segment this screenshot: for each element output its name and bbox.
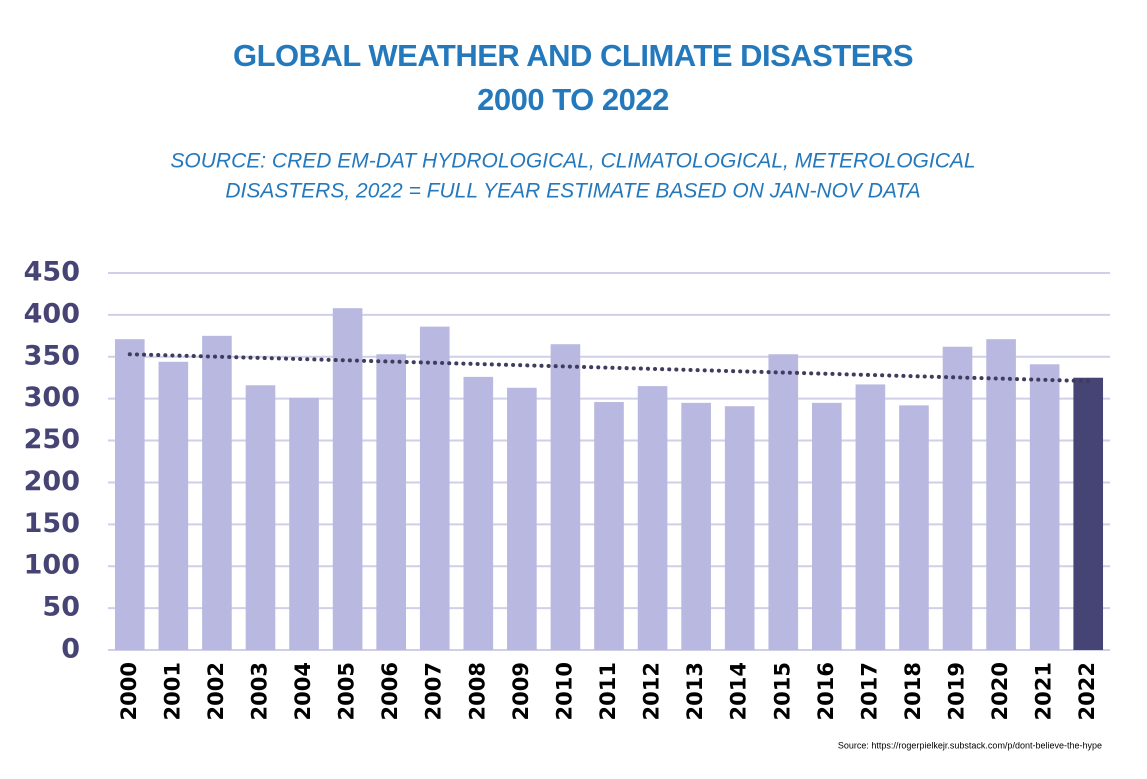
y-tick-label: 0 <box>61 634 80 665</box>
bar <box>245 385 276 650</box>
bar <box>986 339 1016 650</box>
chart-subtitle: DISASTERS, 2022 = FULL YEAR ESTIMATE BAS… <box>225 180 920 203</box>
x-tick-label: 2017 <box>857 662 881 720</box>
bar <box>594 402 624 650</box>
x-tick-label: 2016 <box>814 662 838 720</box>
x-tick-label: 2022 <box>1075 662 1099 720</box>
y-tick-label: 50 <box>42 592 80 623</box>
x-tick-label: 2003 <box>247 662 271 720</box>
chart-title: 2000 TO 2022 <box>477 82 669 117</box>
y-tick-label: 400 <box>24 298 80 329</box>
bar <box>507 387 537 650</box>
x-tick-label: 2007 <box>422 662 446 720</box>
bar <box>114 339 145 650</box>
x-tick-label: 2002 <box>204 662 228 720</box>
bar <box>942 346 973 650</box>
x-tick-label: 2006 <box>378 662 402 720</box>
y-tick-label: 250 <box>24 424 80 455</box>
bar <box>289 397 319 650</box>
bar <box>332 308 363 650</box>
bar <box>463 376 494 650</box>
x-tick-label: 2013 <box>683 662 707 720</box>
bar <box>376 354 406 650</box>
bar <box>202 335 232 650</box>
y-tick-label: 150 <box>24 508 80 539</box>
x-tick-label: 2001 <box>160 662 184 720</box>
x-tick-label: 2005 <box>335 662 359 720</box>
bar <box>637 386 668 650</box>
x-tick-label: 2011 <box>596 662 620 720</box>
bar <box>158 361 189 650</box>
x-tick-label: 2004 <box>291 662 315 720</box>
x-tick-label: 2020 <box>988 662 1012 720</box>
x-tick-label: 2010 <box>552 662 576 720</box>
y-tick-label: 450 <box>24 257 80 288</box>
bar <box>812 402 842 650</box>
y-tick-label: 350 <box>24 340 80 371</box>
bar <box>899 405 929 650</box>
chart-subtitle: SOURCE: CRED EM-DAT HYDROLOGICAL, CLIMAT… <box>170 150 975 173</box>
x-tick-label: 2021 <box>1032 662 1056 720</box>
x-tick-label: 2000 <box>117 662 141 720</box>
y-tick-label: 100 <box>24 550 80 581</box>
y-tick-label: 200 <box>24 466 80 497</box>
bar <box>724 406 755 650</box>
x-tick-label: 2014 <box>727 662 751 720</box>
bar <box>1073 377 1104 650</box>
x-tick-label: 2015 <box>770 662 794 720</box>
bar <box>419 326 450 650</box>
bar <box>681 402 711 650</box>
chart-title: GLOBAL WEATHER AND CLIMATE DISASTERS <box>233 38 913 73</box>
bar <box>855 384 886 650</box>
x-tick-label: 2019 <box>945 662 969 720</box>
y-tick-label: 300 <box>24 382 80 413</box>
bar <box>1029 364 1060 650</box>
bar <box>768 354 799 650</box>
x-tick-label: 2008 <box>465 662 489 720</box>
source-note: Source: https://rogerpielkejr.substack.c… <box>838 740 1102 750</box>
x-tick-label: 2009 <box>509 662 533 720</box>
x-tick-label: 2012 <box>640 662 664 720</box>
x-tick-label: 2018 <box>901 662 925 720</box>
bar <box>550 344 581 650</box>
